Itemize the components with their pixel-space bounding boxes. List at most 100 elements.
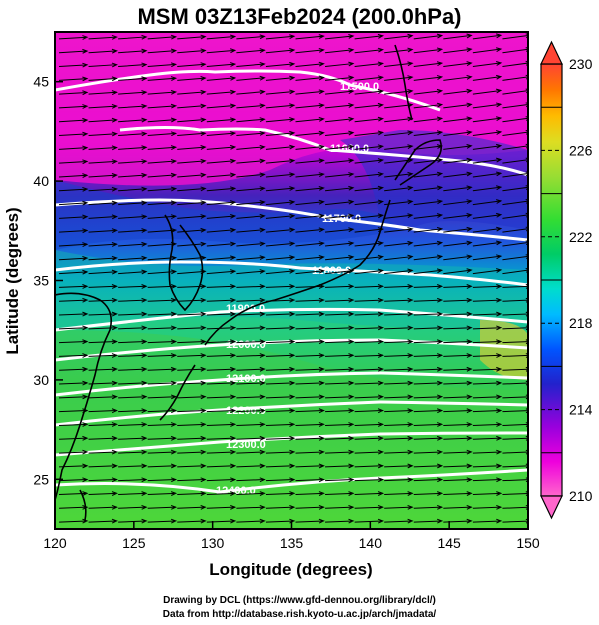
wind-arrow	[88, 284, 118, 289]
wind-arrow	[384, 339, 414, 345]
wind-arrow	[177, 269, 207, 275]
wind-arrow	[88, 186, 118, 192]
y-tick-label: 35	[33, 273, 49, 289]
wind-arrow	[88, 200, 118, 206]
wind-arrow	[413, 435, 444, 441]
wind-arrow	[206, 477, 237, 483]
wind-arrow	[413, 491, 444, 496]
wind-arrow	[236, 241, 266, 247]
wind-arrow	[354, 491, 384, 496]
wind-arrow	[384, 353, 414, 358]
contour-label: 12100.0	[226, 373, 266, 385]
wind-arrow	[384, 435, 414, 441]
wind-arrow	[325, 449, 355, 455]
wind-arrow	[325, 61, 355, 68]
colorbar-tick-label: 218	[569, 315, 593, 331]
wind-arrow	[472, 353, 503, 358]
wind-arrow	[354, 227, 384, 233]
wind-arrow	[265, 325, 296, 331]
wind-arrow	[206, 103, 237, 109]
wind-arrow	[354, 185, 384, 192]
wind-arrow	[118, 255, 148, 261]
wind-arrow	[206, 449, 237, 455]
wind-arrow	[236, 477, 266, 483]
wind-arrow	[295, 34, 325, 40]
wind-arrow	[384, 199, 414, 206]
wind-arrow	[265, 491, 296, 496]
wind-arrow	[58, 228, 89, 234]
wind-arrow	[384, 297, 414, 303]
wind-arrow	[472, 130, 503, 137]
wind-arrow	[88, 353, 118, 358]
china-coastline	[55, 292, 113, 501]
wind-arrow	[118, 491, 148, 496]
wind-arrow	[325, 435, 355, 441]
wind-arrow	[147, 269, 178, 275]
wind-arrow	[472, 325, 503, 331]
wind-arrow	[265, 130, 296, 137]
wind-arrow	[147, 117, 178, 123]
wind-arrow	[354, 449, 384, 455]
wind-arrow	[413, 449, 444, 455]
wind-arrow	[88, 145, 118, 151]
wind-arrow	[384, 325, 414, 331]
wind-arrow	[472, 33, 503, 40]
wind-arrow	[472, 199, 503, 206]
wind-arrow	[354, 171, 384, 178]
wind-arrow	[88, 394, 118, 400]
wind-arrow	[147, 408, 178, 414]
wind-arrow	[147, 449, 178, 455]
wind-arrow	[147, 504, 178, 510]
wind-arrow	[472, 226, 503, 233]
wind-arrow	[177, 463, 207, 469]
wind-arrow	[325, 144, 355, 150]
wind-arrow	[472, 185, 503, 192]
wind-arrow	[472, 74, 503, 81]
wind-arrow	[147, 158, 178, 164]
wind-arrow	[472, 311, 503, 317]
wind-arrow	[325, 75, 355, 81]
wind-arrow	[295, 353, 325, 358]
wind-arrow	[177, 353, 207, 358]
wind-arrow	[413, 408, 444, 414]
wind-arrow	[265, 366, 296, 372]
wind-arrow	[236, 75, 266, 81]
wind-arrow	[265, 89, 296, 95]
wind-arrow	[295, 241, 325, 247]
wind-arrow	[472, 491, 503, 496]
wind-arrow	[384, 47, 414, 54]
contour-label: 11800.0	[312, 265, 351, 277]
wind-arrow	[472, 157, 503, 164]
wind-arrow	[384, 116, 414, 123]
wind-arrow	[295, 89, 325, 95]
wind-arrow	[88, 422, 118, 427]
wind-arrow	[177, 227, 207, 233]
wind-arrow	[295, 199, 325, 206]
wind-arrow	[295, 504, 325, 510]
wind-arrow	[384, 518, 414, 524]
wind-arrow	[443, 297, 473, 303]
wind-arrow	[354, 144, 384, 150]
wind-arrow	[118, 477, 148, 483]
wind-arrow	[88, 228, 118, 234]
wind-arrow	[147, 284, 178, 289]
wind-arrow	[325, 89, 355, 95]
wind-arrow	[472, 212, 503, 219]
wind-arrow	[118, 353, 148, 358]
wind-arrow	[325, 380, 355, 386]
wind-arrow	[325, 311, 355, 317]
wind-arrow	[295, 339, 325, 345]
wind-arrow	[177, 62, 207, 68]
wind-arrow	[88, 325, 118, 331]
wind-arrow	[295, 463, 325, 469]
wind-arrow	[177, 311, 207, 317]
taiwan-coast	[79, 489, 87, 521]
wind-arrow	[236, 144, 266, 150]
wind-arrow	[206, 75, 237, 81]
wind-arrow	[88, 311, 118, 317]
wind-arrow	[472, 518, 503, 524]
wind-arrow	[88, 408, 118, 414]
wind-arrow	[88, 214, 118, 220]
wind-arrow	[236, 227, 266, 233]
wind-arrow	[58, 173, 89, 178]
